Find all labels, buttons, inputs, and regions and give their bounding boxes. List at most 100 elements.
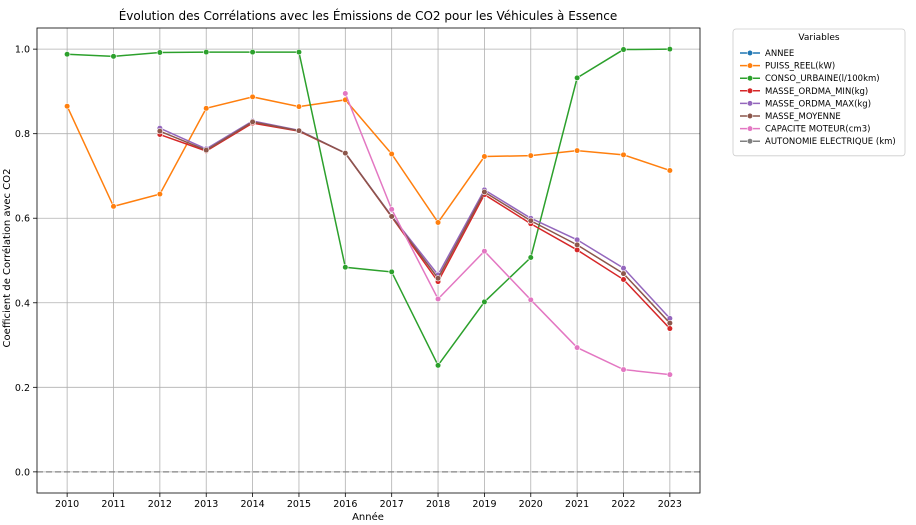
data-point: [620, 270, 627, 277]
x-tick-label: 2016: [333, 499, 357, 510]
data-point: [666, 46, 673, 53]
data-point: [64, 51, 71, 58]
data-point: [481, 248, 488, 255]
grid: [37, 28, 700, 493]
legend-marker: [746, 125, 754, 132]
data-point: [481, 298, 488, 306]
y-tick-label: 0.8: [15, 129, 30, 140]
legend-entry: PUISS_REEL(kW): [740, 62, 835, 72]
data-point: [620, 265, 627, 272]
data-point: [388, 213, 395, 220]
data-point: [666, 371, 673, 378]
data-point: [110, 203, 117, 210]
x-tick-label: 2017: [380, 499, 404, 510]
series-capacite-moteur-cm3: [342, 90, 673, 378]
x-tick-label: 2022: [611, 499, 635, 510]
legend-label: AUTONOMIE ELECTRIQUE (km): [765, 137, 896, 147]
legend-marker: [746, 75, 754, 82]
y-tick-label: 0.0: [15, 467, 30, 478]
x-tick-label: 2013: [194, 499, 218, 510]
data-point: [249, 48, 256, 56]
data-point: [342, 264, 349, 271]
legend-entry: MASSE_ORDMA_MAX(kg): [740, 99, 871, 109]
x-tick-label: 2021: [565, 499, 589, 510]
legend-marker: [746, 112, 754, 120]
data-point: [388, 206, 395, 213]
legend-marker: [746, 100, 754, 107]
data-point: [574, 74, 581, 81]
y-tick-label: 0.6: [15, 214, 30, 225]
data-point: [620, 276, 627, 283]
series-line: [67, 48, 670, 367]
data-point: [342, 90, 349, 97]
x-tick-label: 2023: [658, 499, 682, 510]
data-point: [434, 295, 442, 303]
data-point: [434, 362, 442, 369]
data-point: [666, 325, 673, 332]
x-tick-label: 2015: [287, 499, 311, 510]
series-line: [159, 120, 671, 319]
data-point: [434, 275, 442, 282]
series-conso-urbaine-l-100km: [64, 46, 673, 369]
data-point: [388, 268, 395, 276]
x-tick-label: 2011: [101, 499, 125, 510]
legend-entry: MASSE_MOYENNE: [740, 112, 841, 122]
chart-title: Évolution des Corrélations avec les Émis…: [119, 8, 618, 23]
series-masse-moyenne: [156, 118, 673, 327]
series-puiss-reel-kw: [64, 93, 673, 226]
legend-marker: [746, 138, 754, 145]
data-point: [666, 167, 673, 174]
legend-label: ANNEE: [765, 49, 794, 59]
legend-entry: CAPACITE MOTEUR(cm3): [740, 125, 870, 135]
data-point: [481, 153, 488, 160]
data-point: [249, 118, 256, 125]
data-point: [156, 128, 163, 135]
y-tick-label: 0.4: [15, 298, 30, 309]
series-line: [159, 122, 671, 330]
series-line: [66, 96, 671, 224]
data-point: [574, 246, 581, 254]
data-point: [527, 217, 534, 224]
legend-entry: ANNEE: [740, 49, 794, 59]
legend-label: MASSE_MOYENNE: [765, 112, 841, 122]
data-point: [620, 46, 627, 53]
axes: 2010 2011 2012 2013 2014 2015 2016 2017 2018 2019…: [15, 27, 701, 510]
data-point: [156, 49, 163, 56]
data-point: [434, 219, 442, 226]
legend-marker: [746, 62, 754, 69]
data-point: [342, 150, 349, 157]
y-axis-label: Coefficient de Corrélation avec CO2: [1, 169, 13, 348]
data-point: [574, 236, 581, 243]
data-point: [295, 103, 303, 110]
data-point: [481, 188, 488, 196]
legend-label: MASSE_ORDMA_MAX(kg): [765, 99, 871, 109]
data-point: [666, 319, 673, 327]
series-lines: [64, 46, 673, 378]
x-tick-label: 2018: [426, 499, 450, 510]
legend-label: PUISS_REEL(kW): [765, 62, 835, 72]
data-point: [527, 296, 534, 303]
data-point: [295, 48, 303, 56]
data-point: [527, 152, 534, 159]
legend-entry: AUTONOMIE ELECTRIQUE (km): [740, 137, 896, 147]
data-point: [620, 366, 627, 373]
data-point: [295, 127, 303, 134]
legend-label: CONSO_URBAINE(l/100km): [765, 74, 880, 84]
x-tick-label: 2020: [519, 499, 543, 510]
data-point: [156, 191, 163, 198]
plot-frame: [36, 27, 701, 494]
x-tick-label: 2019: [472, 499, 496, 510]
series-line: [344, 93, 670, 376]
x-tick-label: 2012: [148, 499, 172, 510]
legend-title: Variables: [798, 33, 839, 43]
data-point: [203, 105, 210, 112]
legend-marker: [746, 49, 754, 57]
data-point: [620, 151, 627, 158]
y-tick-label: 0.2: [15, 383, 30, 394]
data-point: [249, 93, 256, 101]
data-point: [574, 344, 581, 351]
x-axis-label: Année: [352, 511, 384, 523]
legend: Variables ANNEE PUISS_REEL(kW) CONSO_URBAIN…: [732, 28, 906, 157]
legend-entry: CONSO_URBAINE(l/100km): [740, 74, 880, 84]
series-line: [159, 121, 671, 324]
